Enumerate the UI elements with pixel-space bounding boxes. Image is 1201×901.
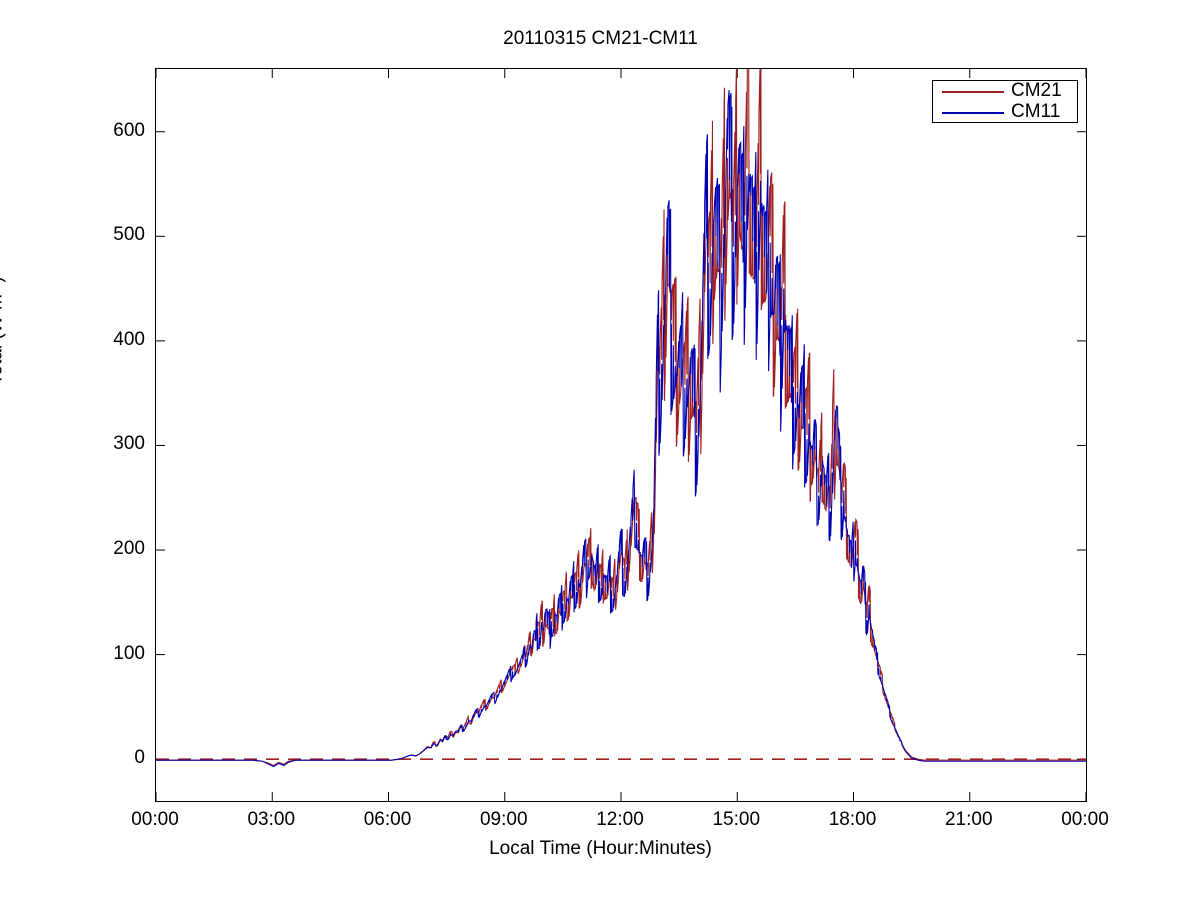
plot-area	[155, 68, 1087, 802]
y-tick-label: 0	[134, 747, 145, 769]
chart-title: 20110315 CM21-CM11	[503, 28, 698, 49]
y-tick-label: 600	[113, 119, 145, 141]
x-tick-marks	[156, 69, 1086, 801]
series-line-cm11	[156, 90, 1086, 768]
y-tick-label: 300	[113, 433, 145, 455]
legend-label: CM21	[1011, 80, 1062, 101]
x-tick-label: 15:00	[712, 809, 761, 830]
x-tick-label: 00:00	[1061, 809, 1109, 830]
x-tick-label: 06:00	[363, 809, 412, 830]
legend-label: CM11	[1011, 101, 1061, 122]
x-tick-label: 00:00	[131, 809, 179, 830]
x-tick-label: 09:00	[479, 809, 528, 830]
y-tick-label: 400	[113, 328, 145, 350]
legend-swatch-cm21	[942, 91, 1004, 93]
y-axis-label-text: Total (W m	[0, 294, 7, 385]
x-tick-label: 18:00	[828, 809, 877, 830]
series-lines	[156, 69, 1086, 768]
x-tick-label: 12:00	[596, 809, 644, 830]
x-axis-label: Local Time (Hour:Minutes)	[489, 838, 712, 859]
plot-svg	[156, 69, 1086, 801]
legend-swatch-cm11	[942, 112, 1004, 114]
legend-item-cm21[interactable]: CM21	[933, 80, 1079, 102]
legend-item-cm11[interactable]: CM11	[933, 101, 1079, 123]
series-line-cm21	[156, 69, 1086, 767]
y-axis-label-tail: )	[0, 276, 6, 282]
y-tick-marks	[156, 131, 1086, 760]
legend-box: CM21 CM11	[932, 80, 1078, 123]
y-tick-label: 100	[113, 642, 145, 664]
y-tick-label: 500	[113, 224, 145, 246]
x-tick-label: 21:00	[944, 809, 993, 830]
x-tick-label: 03:00	[247, 809, 296, 830]
y-axis-label: Total (W m-2)	[0, 276, 7, 385]
y-tick-label: 200	[113, 538, 145, 560]
